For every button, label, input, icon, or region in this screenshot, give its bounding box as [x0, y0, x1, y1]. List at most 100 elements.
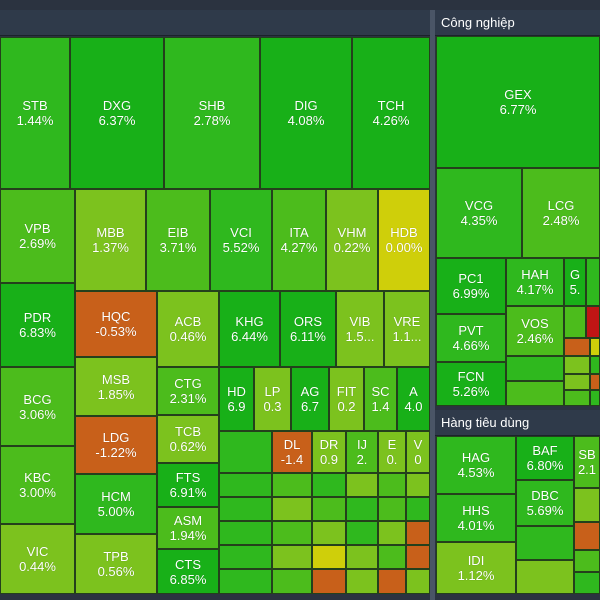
- tile-dig[interactable]: DIG 4.08%: [260, 37, 352, 189]
- tile-small[interactable]: [586, 306, 600, 338]
- tile-small[interactable]: [378, 545, 406, 569]
- tile-gex[interactable]: GEX 6.77%: [436, 36, 600, 168]
- tile-a[interactable]: A 4.0: [397, 367, 430, 431]
- tile-fts[interactable]: FTS 6.91%: [157, 463, 219, 507]
- tile-small[interactable]: [516, 526, 574, 560]
- tile-sc[interactable]: SC 1.4: [364, 367, 397, 431]
- tile-small[interactable]: [406, 497, 430, 521]
- tile-small[interactable]: [272, 545, 312, 569]
- tile-dxg[interactable]: DXG 6.37%: [70, 37, 164, 189]
- tile-small[interactable]: [346, 569, 378, 594]
- tile-kbc[interactable]: KBC 3.00%: [0, 446, 75, 524]
- tile-hcm[interactable]: HCM 5.00%: [75, 474, 157, 534]
- tile-small[interactable]: [219, 497, 272, 521]
- tile-ors[interactable]: ORS 6.11%: [280, 291, 336, 367]
- tile-small[interactable]: [378, 569, 406, 594]
- tile-lp[interactable]: LP 0.3: [254, 367, 291, 431]
- tile-vhm[interactable]: VHM 0.22%: [326, 189, 378, 291]
- tile-small[interactable]: [590, 338, 600, 356]
- tile-vci[interactable]: VCI 5.52%: [210, 189, 272, 291]
- tile-khg[interactable]: KHG 6.44%: [219, 291, 280, 367]
- tile-ctg[interactable]: CTG 2.31%: [157, 367, 219, 415]
- tile-tch[interactable]: TCH 4.26%: [352, 37, 430, 189]
- tile-e[interactable]: E 0.: [378, 431, 406, 473]
- tile-shb[interactable]: SHB 2.78%: [164, 37, 260, 189]
- tile-small[interactable]: [312, 521, 346, 545]
- tile-hdb[interactable]: HDB 0.00%: [378, 189, 430, 291]
- tile-idi[interactable]: IDI 1.12%: [436, 542, 516, 594]
- tile-small[interactable]: [219, 545, 272, 569]
- tile-vcg[interactable]: VCG 4.35%: [436, 168, 522, 258]
- tile-small[interactable]: [586, 258, 600, 306]
- tile-ita[interactable]: ITA 4.27%: [272, 189, 326, 291]
- tile-small[interactable]: [564, 338, 590, 356]
- tile-small[interactable]: [346, 473, 378, 497]
- tile-mbb[interactable]: MBB 1.37%: [75, 189, 146, 291]
- tile-acb[interactable]: ACB 0.46%: [157, 291, 219, 367]
- tile-small[interactable]: [406, 473, 430, 497]
- tile-eib[interactable]: EIB 3.71%: [146, 189, 210, 291]
- tile-small[interactable]: [378, 473, 406, 497]
- tile-small[interactable]: [516, 560, 574, 594]
- tile-small[interactable]: [312, 545, 346, 569]
- tile-pvt[interactable]: PVT 4.66%: [436, 314, 506, 362]
- tile-hqc[interactable]: HQC -0.53%: [75, 291, 157, 357]
- tile-small[interactable]: [574, 572, 600, 594]
- tile-small[interactable]: [406, 545, 430, 569]
- tile-vib[interactable]: VIB 1.5...: [336, 291, 384, 367]
- tile-small[interactable]: [574, 488, 600, 522]
- tile-small[interactable]: [272, 473, 312, 497]
- tile-fit[interactable]: FIT 0.2: [329, 367, 364, 431]
- tile-hag[interactable]: HAG 4.53%: [436, 436, 516, 494]
- tile-vre[interactable]: VRE 1.1...: [384, 291, 430, 367]
- tile-asm[interactable]: ASM 1.94%: [157, 507, 219, 549]
- tile-ag[interactable]: AG 6.7: [291, 367, 329, 431]
- tile-bcg[interactable]: BCG 3.06%: [0, 367, 75, 446]
- tile-g[interactable]: G 5.: [564, 258, 586, 306]
- tile-hah[interactable]: HAH 4.17%: [506, 258, 564, 306]
- tile-stb[interactable]: STB 1.44%: [0, 37, 70, 189]
- tile-pc1[interactable]: PC1 6.99%: [436, 258, 506, 314]
- tile-small[interactable]: [506, 356, 564, 381]
- sector-header-consumer[interactable]: Hàng tiêu dùng: [435, 410, 600, 436]
- tile-small[interactable]: [219, 473, 272, 497]
- tile-small[interactable]: [590, 374, 600, 390]
- tile-small[interactable]: [590, 390, 600, 406]
- tile-dbc[interactable]: DBC 5.69%: [516, 480, 574, 526]
- tile-lcg[interactable]: LCG 2.48%: [522, 168, 600, 258]
- tile-small[interactable]: [564, 356, 590, 374]
- tile-vos[interactable]: VOS 2.46%: [506, 306, 564, 356]
- tile-small[interactable]: [272, 521, 312, 545]
- sector-header-industrial[interactable]: Công nghiệp: [435, 10, 600, 36]
- tile-baf[interactable]: BAF 6.80%: [516, 436, 574, 480]
- tile-cts[interactable]: CTS 6.85%: [157, 549, 219, 594]
- tile-hd[interactable]: HD 6.9: [219, 367, 254, 431]
- tile-small[interactable]: [574, 522, 600, 550]
- tile-ldg[interactable]: LDG -1.22%: [75, 416, 157, 474]
- tile-small[interactable]: [272, 569, 312, 594]
- tile-small[interactable]: [406, 521, 430, 545]
- tile-small[interactable]: [312, 497, 346, 521]
- tile-pdr[interactable]: PDR 6.83%: [0, 283, 75, 367]
- tile-dl[interactable]: DL -1.4: [272, 431, 312, 473]
- tile-small[interactable]: [590, 356, 600, 374]
- tile-small[interactable]: [346, 497, 378, 521]
- tile-small[interactable]: [272, 497, 312, 521]
- tile-vic[interactable]: VIC 0.44%: [0, 524, 75, 594]
- tile-small[interactable]: [346, 545, 378, 569]
- tile-small[interactable]: [564, 306, 586, 338]
- tile-hhs[interactable]: HHS 4.01%: [436, 494, 516, 542]
- tile-small[interactable]: [406, 569, 430, 594]
- tile-small[interactable]: [378, 497, 406, 521]
- tile-sb[interactable]: SB 2.1: [574, 436, 600, 488]
- tile-small[interactable]: [574, 550, 600, 572]
- tile-small[interactable]: [378, 521, 406, 545]
- tile-tpb[interactable]: TPB 0.56%: [75, 534, 157, 594]
- tile-small[interactable]: [219, 521, 272, 545]
- tile-vpb[interactable]: VPB 2.69%: [0, 189, 75, 283]
- tile-tcb[interactable]: TCB 0.62%: [157, 415, 219, 463]
- tile-small[interactable]: [312, 473, 346, 497]
- tile-small[interactable]: [312, 569, 346, 594]
- tile-fcn[interactable]: FCN 5.26%: [436, 362, 506, 406]
